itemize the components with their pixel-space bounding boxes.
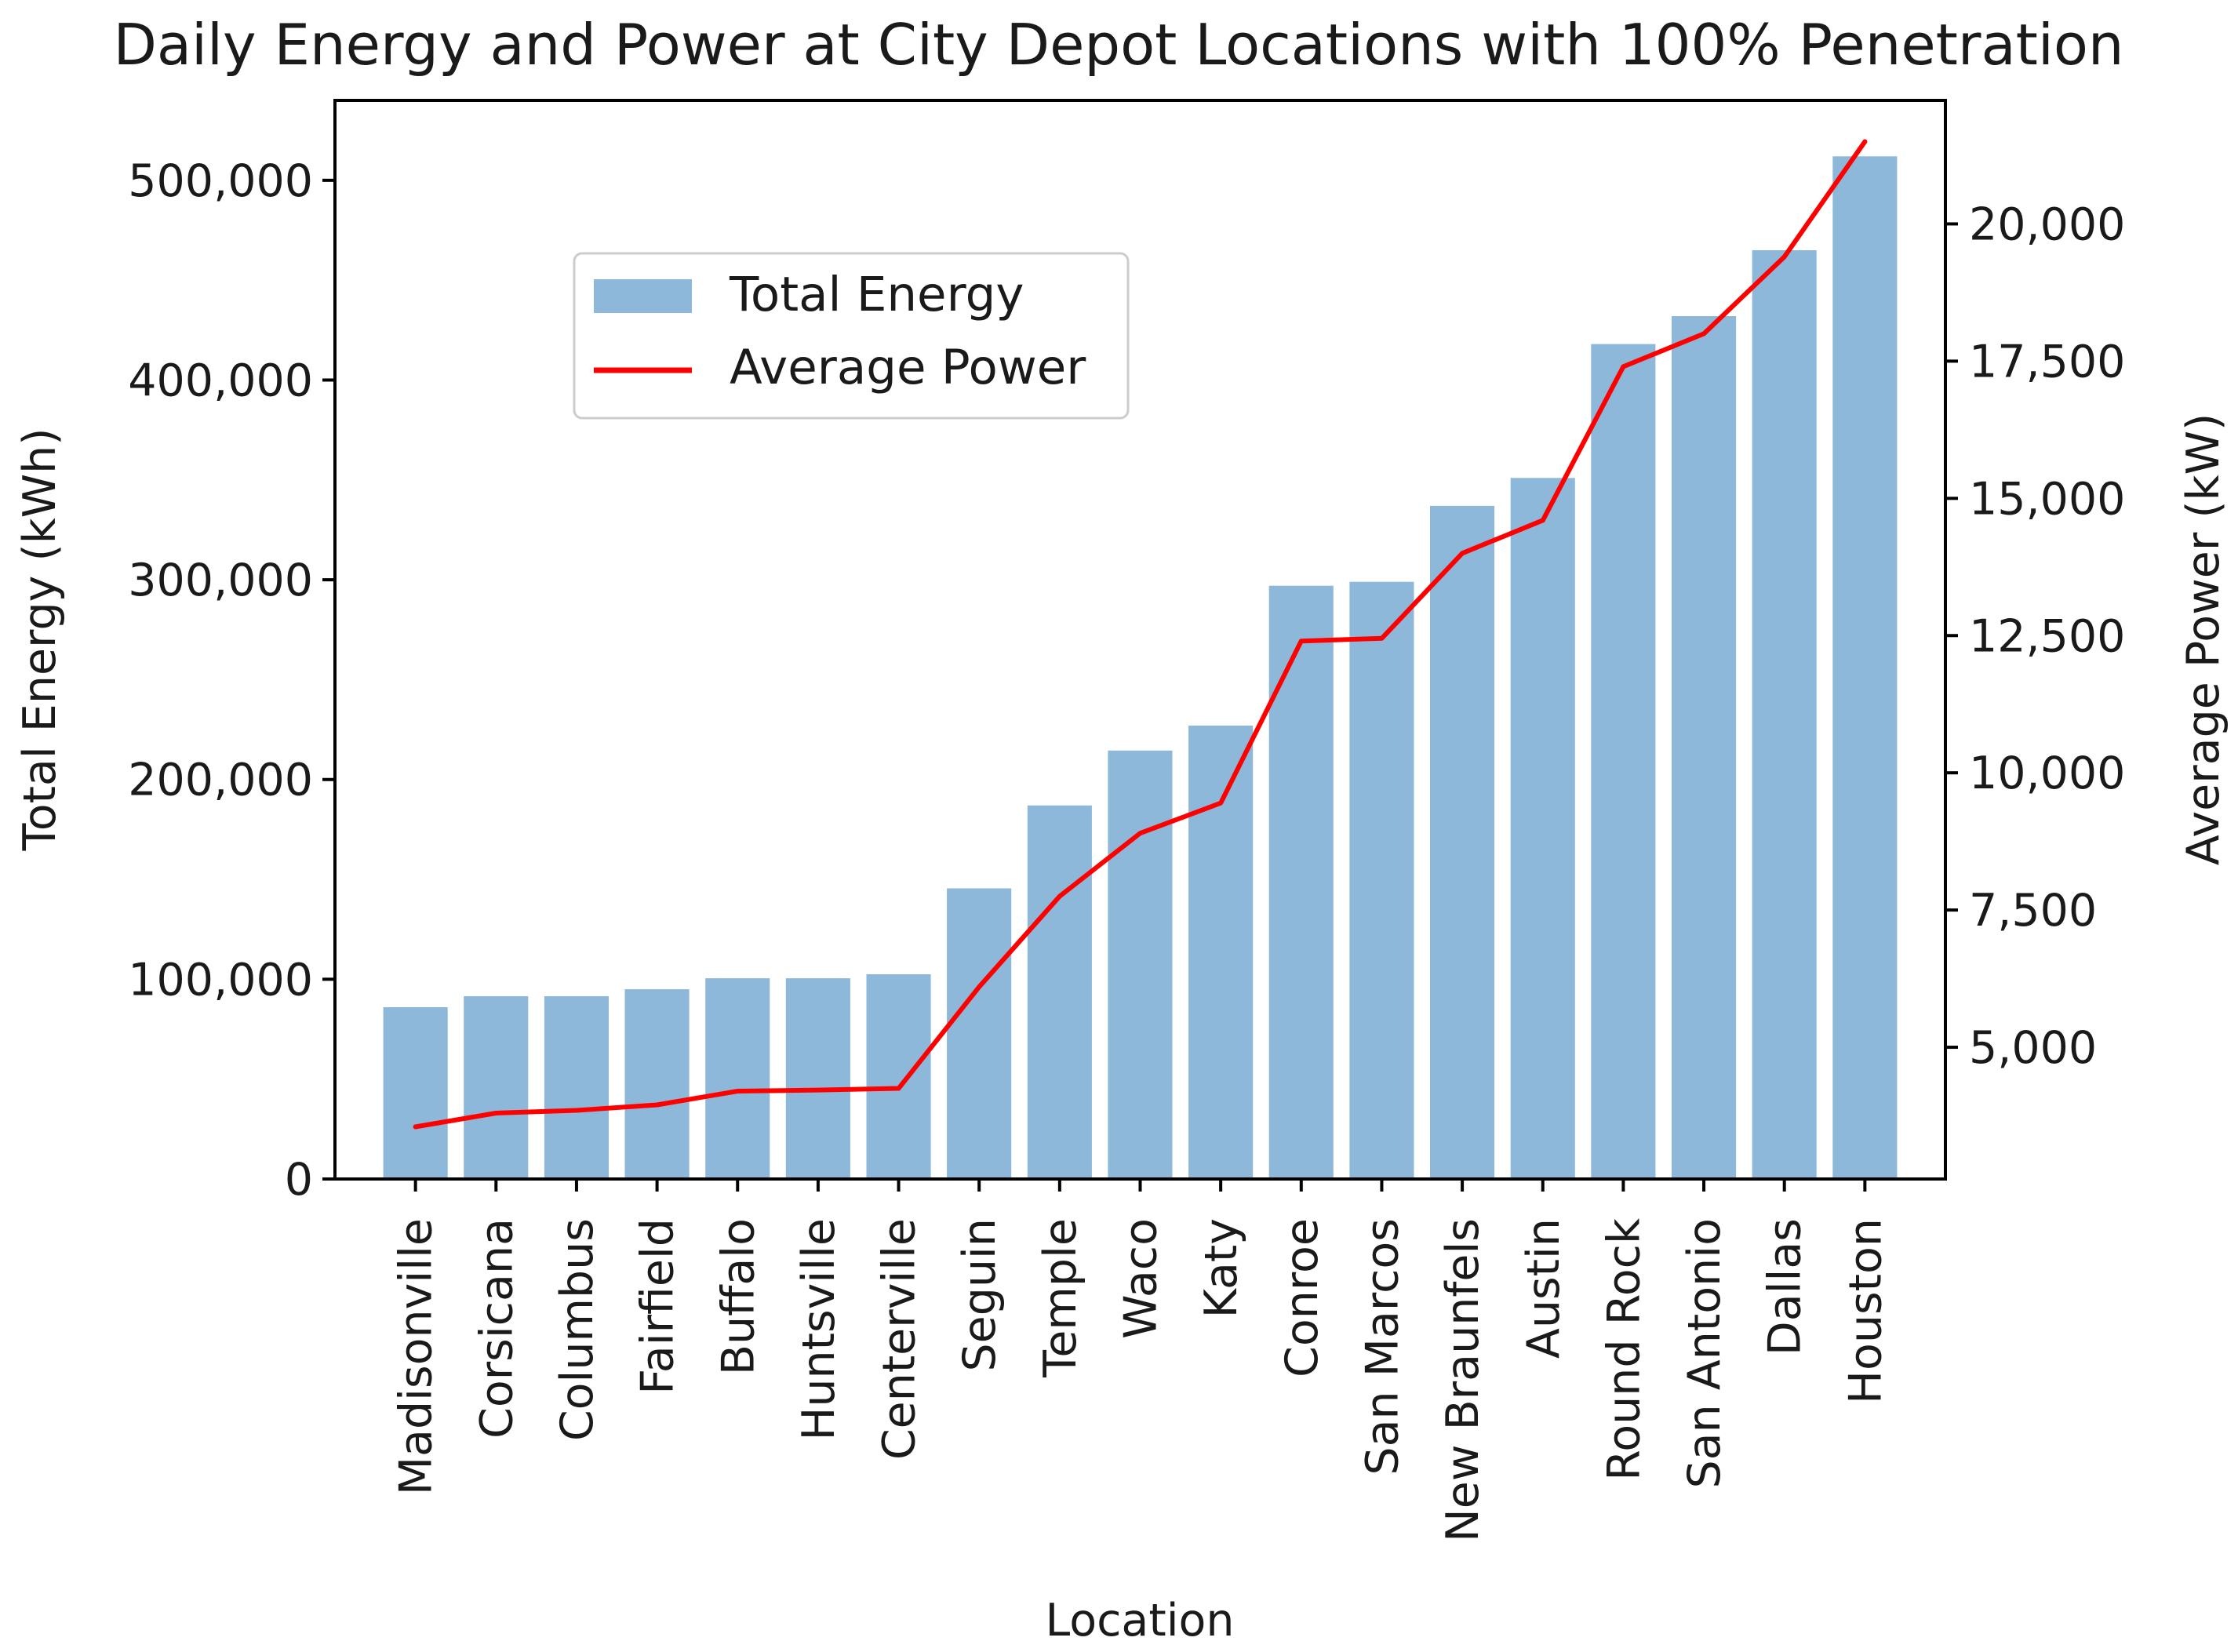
left-y-tick-label: 200,000 bbox=[128, 755, 313, 806]
legend-label-total-energy: Total Energy bbox=[729, 267, 1024, 322]
bar-buffalo bbox=[705, 978, 770, 1179]
x-tick-label: San Marcos bbox=[1357, 1218, 1409, 1476]
right-y-tick-label: 15,000 bbox=[1969, 473, 2125, 525]
legend-label-average-power: Average Power bbox=[730, 340, 1086, 395]
x-tick-label: Conroe bbox=[1276, 1218, 1328, 1377]
bar-round-rock bbox=[1591, 344, 1656, 1180]
average-power-line bbox=[413, 139, 1868, 1130]
right-y-tick-label: 20,000 bbox=[1969, 198, 2125, 250]
bar-columbus bbox=[544, 996, 609, 1179]
x-tick-label: Columbus bbox=[551, 1218, 603, 1441]
right-y-tick-label: 7,500 bbox=[1969, 885, 2097, 937]
x-tick-label: San Antonio bbox=[1679, 1218, 1730, 1489]
x-tick-label: Huntsville bbox=[793, 1218, 845, 1440]
bar-temple bbox=[1027, 805, 1092, 1179]
bar-fairfield bbox=[624, 989, 690, 1179]
bar-new-braunfels bbox=[1430, 505, 1495, 1179]
bar-katy bbox=[1188, 726, 1254, 1179]
legend-frame bbox=[573, 252, 1130, 420]
bar-huntsville bbox=[785, 978, 850, 1179]
left-y-tick-label: 400,000 bbox=[128, 355, 313, 406]
bar-conroe bbox=[1268, 585, 1334, 1179]
x-tick-label: Temple bbox=[1035, 1218, 1086, 1378]
x-axis: Madisonville Corsicana Columbus Fairfield Bu… bbox=[391, 1179, 1891, 1542]
bar-corsicana bbox=[464, 996, 529, 1179]
chart-title: Daily Energy and Power at City Depot Loc… bbox=[113, 12, 2123, 78]
left-y-tick-label: 100,000 bbox=[128, 954, 313, 1006]
x-tick-label: Katy bbox=[1195, 1218, 1247, 1318]
x-tick-label: Round Rock bbox=[1598, 1218, 1650, 1481]
line-series-average-power bbox=[413, 139, 1868, 1130]
left-y-axis-label: Total Energy (kWh) bbox=[14, 428, 66, 852]
right-y-axis-label: Average Power (kW) bbox=[2178, 413, 2229, 866]
x-tick-label: Waco bbox=[1115, 1218, 1167, 1339]
bar-madisonville bbox=[383, 1007, 448, 1179]
x-tick-label: Houston bbox=[1840, 1218, 1891, 1404]
right-y-axis: 5,000 7,500 10,000 12,500 15,000 17,500 20,000 bbox=[1945, 198, 2125, 1074]
x-tick-label: Seguin bbox=[954, 1218, 1006, 1372]
x-tick-label: Dallas bbox=[1759, 1218, 1811, 1355]
legend-swatch-total-energy bbox=[594, 279, 692, 313]
x-tick-label: Buffalo bbox=[712, 1218, 764, 1375]
legend: Total Energy Average Power bbox=[573, 252, 1130, 420]
x-tick-label: Fairfield bbox=[632, 1218, 684, 1395]
x-tick-label: Centerville bbox=[874, 1218, 926, 1460]
x-tick-label: New Braunfels bbox=[1437, 1218, 1489, 1542]
bar-waco bbox=[1108, 750, 1173, 1179]
right-y-tick-label: 10,000 bbox=[1969, 748, 2125, 799]
bar-austin bbox=[1510, 478, 1575, 1180]
right-y-tick-label: 12,500 bbox=[1969, 610, 2125, 662]
bar-san-marcos bbox=[1349, 581, 1414, 1179]
right-y-tick-label: 17,500 bbox=[1969, 336, 2125, 388]
bar-dallas bbox=[1752, 250, 1817, 1179]
bar-series-total-energy bbox=[383, 156, 1898, 1180]
x-axis-label: Location bbox=[1045, 1595, 1234, 1647]
left-y-tick-label: 500,000 bbox=[128, 155, 313, 207]
left-y-tick-label: 300,000 bbox=[128, 555, 313, 606]
right-y-tick-label: 5,000 bbox=[1969, 1022, 2097, 1074]
bar-san-antonio bbox=[1672, 316, 1737, 1179]
bar-centerville bbox=[866, 974, 931, 1179]
x-tick-label: Austin bbox=[1518, 1218, 1570, 1359]
x-tick-label: Corsicana bbox=[471, 1218, 522, 1439]
left-y-tick-label: 0 bbox=[285, 1154, 313, 1206]
bar-seguin bbox=[947, 888, 1012, 1179]
left-y-axis: 0 100,000 200,000 300,000 400,000 500,000 bbox=[128, 155, 335, 1206]
x-tick-label: Madisonville bbox=[391, 1218, 442, 1495]
bar-houston bbox=[1832, 156, 1898, 1179]
